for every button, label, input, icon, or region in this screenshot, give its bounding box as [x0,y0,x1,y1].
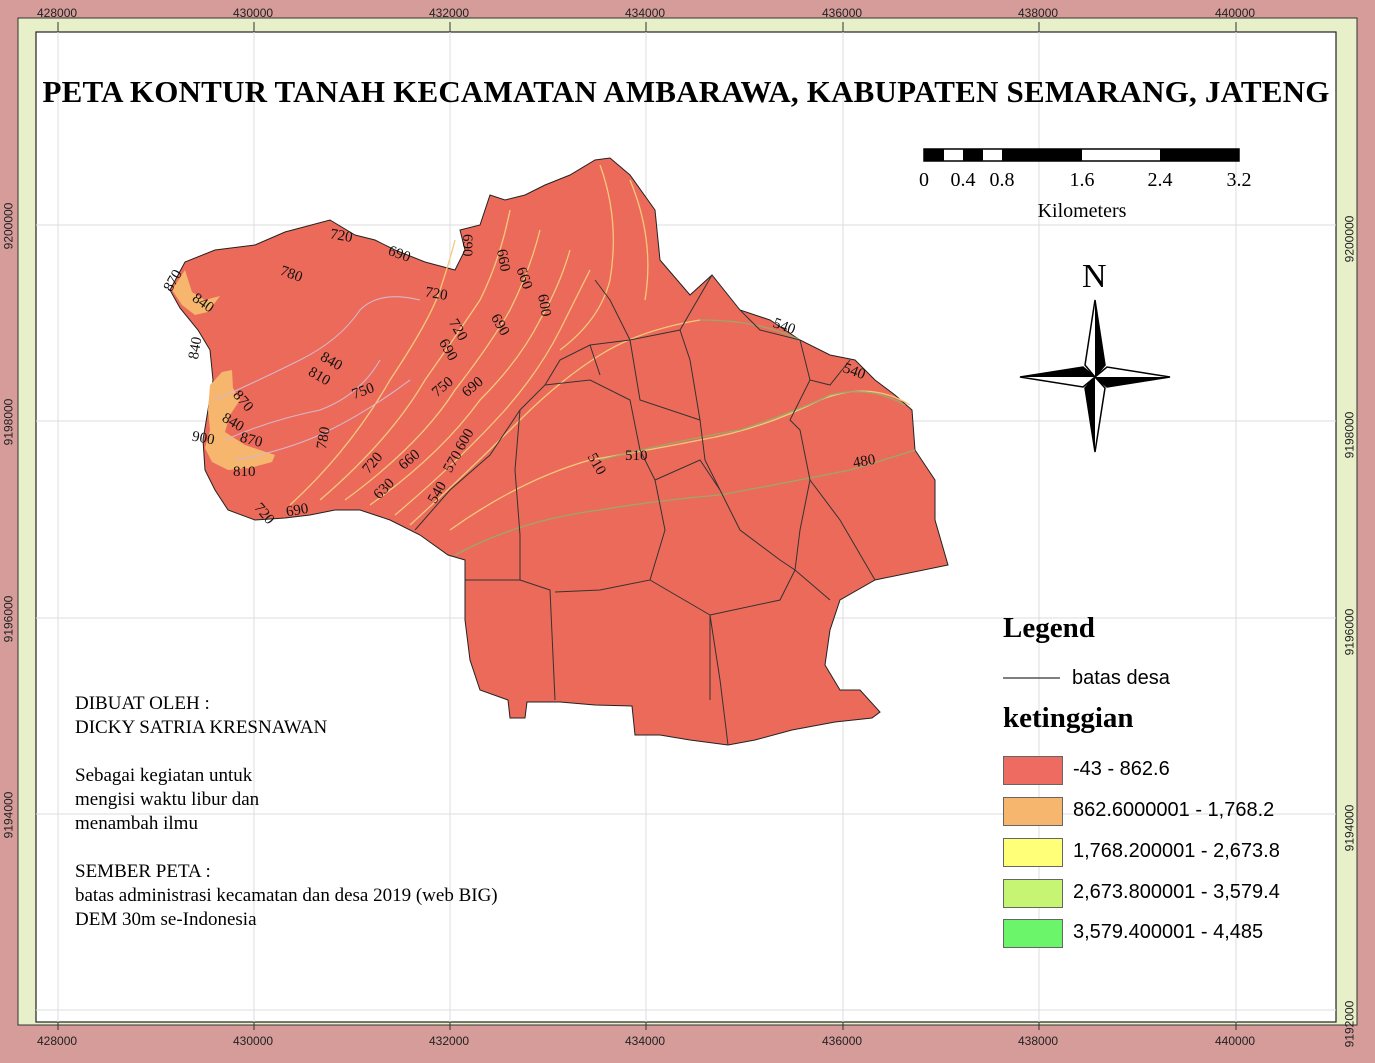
elevation-patch [172,270,220,315]
scale-tick-label: 0.4 [950,169,976,191]
x-tick-bottom: 430000 [233,1034,274,1048]
legend-item: 2,673.800001 - 3,579.4 [1003,879,1363,909]
legend-item-label: 3,579.400001 - 4,485 [1073,921,1264,943]
legend-line-label: batas desa [1072,667,1170,689]
contour-label: 690 [386,243,413,266]
contour-label: 810 [233,464,256,480]
elevation-patch [205,370,275,470]
x-tick-top: 432000 [429,6,470,20]
contour-label: 540 [771,315,798,338]
legend-swatch [1003,919,1063,948]
contour-label: 780 [314,426,334,451]
legend-title: Legend [1003,612,1095,644]
x-tick-top: 430000 [233,6,274,20]
credits-line: DEM 30m se-Indonesia [75,909,257,930]
contour-label: 660 [493,248,513,273]
district-polygon [169,157,949,746]
scale-bar [923,148,1240,162]
contour-label: 480 [852,452,877,472]
legend-swatch [1003,797,1063,826]
legend-item-label: -43 - 862.6 [1073,758,1170,780]
north-label: N [1082,258,1107,295]
scale-unit: Kilometers [1037,200,1127,222]
credits-line: batas administrasi kecamatan dan desa 20… [75,885,498,906]
credits-line [75,740,498,764]
x-tick-bottom: 436000 [822,1034,863,1048]
legend-item: 862.6000001 - 1,768.2 [1003,797,1363,827]
contour-label: 690 [285,501,310,521]
credits-line: Sebagai kegiatan untuk [75,765,253,786]
scale-tick-label: 0.8 [989,169,1015,191]
village-boundaries [414,274,876,746]
legend-item: -43 - 862.6 [1003,756,1363,786]
contour-label: 900 [191,429,216,449]
contour-label: 600 [534,293,554,318]
credits-line: mengisi waktu libur dan [75,789,260,810]
y-tick-left: 9200000 [1,202,16,250]
scale-tick-label: 2.4 [1147,169,1173,191]
contour-label: 720 [329,226,354,246]
contour-label: 510 [625,448,648,464]
contour-label: 840 [186,336,206,361]
y-tick-left: 9194000 [1,791,16,839]
map-title: PETA KONTUR TANAH KECAMATAN AMBARAWA, KA… [42,74,1330,109]
legend-item: 3,579.400001 - 4,485 [1003,919,1363,949]
legend-item-label: 862.6000001 - 1,768.2 [1073,799,1275,821]
credits-line: SEMBER PETA : [75,861,211,882]
x-tick-bottom: 432000 [429,1034,470,1048]
legend-item: 1,768.200001 - 2,673.8 [1003,838,1363,868]
legend-item-label: 1,768.200001 - 2,673.8 [1073,840,1280,862]
credits-block: DIBUAT OLEH : DICKY SATRIA KRESNAWAN Seb… [75,692,498,932]
y-tick-right: 9200000 [1342,215,1357,263]
scale-tick-label: 3.2 [1226,169,1252,191]
legend-subtitle: ketinggian [1003,702,1134,734]
x-tick-bottom: 440000 [1215,1034,1256,1048]
credits-line: DIBUAT OLEH : [75,693,210,714]
scale-tick-label: 0 [919,169,929,191]
contour-label: 660 [512,265,535,292]
credits-line: DICKY SATRIA KRESNAWAN [75,717,328,738]
north-arrow-icon [1019,299,1171,453]
credits-line [75,836,498,860]
contour-label: 540 [841,360,868,383]
legend-item-label: 2,673.800001 - 3,579.4 [1073,881,1280,903]
y-tick-right: 9198000 [1342,411,1357,459]
credits-line: menambah ilmu [75,813,198,834]
x-tick-top: 428000 [37,6,78,20]
x-tick-top: 440000 [1215,6,1256,20]
contour-label: 780 [278,263,305,286]
y-tick-left: 9196000 [1,595,16,643]
y-tick-right: 9192000 [1342,1000,1357,1048]
y-tick-left: 9198000 [1,398,16,446]
contour-label: 720 [424,284,449,304]
legend-swatch [1003,756,1063,785]
x-tick-top: 434000 [625,6,666,20]
legend-swatch [1003,879,1063,908]
contour-lines [289,164,911,531]
contour-label: 750 [350,380,377,403]
x-tick-bottom: 428000 [37,1034,78,1048]
y-tick-right: 9196000 [1342,608,1357,656]
x-tick-bottom: 434000 [625,1034,666,1048]
x-tick-top: 436000 [822,6,863,20]
scale-tick-label: 1.6 [1069,169,1095,191]
x-tick-bottom: 438000 [1018,1034,1059,1048]
x-tick-top: 438000 [1018,6,1059,20]
district-map: 870 840 840 780 720 690 720 690 660 660 … [161,157,949,746]
contour-label: 690 [459,234,475,257]
contour-label: 870 [238,430,264,451]
legend-swatch [1003,838,1063,867]
